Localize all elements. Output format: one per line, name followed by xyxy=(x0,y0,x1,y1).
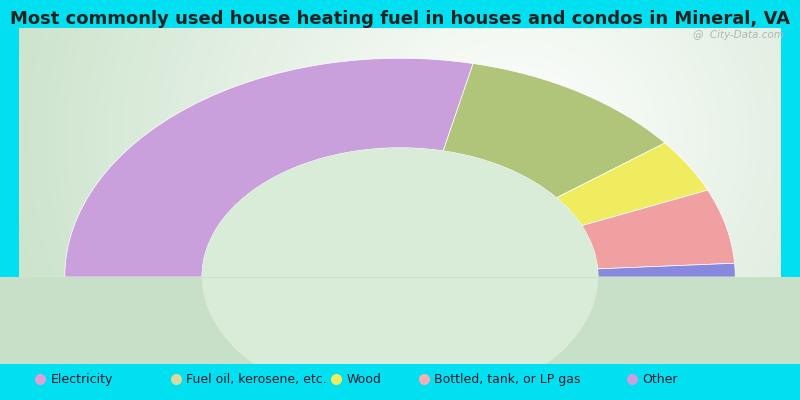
Bar xyxy=(202,277,598,278)
Text: Fuel oil, kerosene, etc.: Fuel oil, kerosene, etc. xyxy=(186,373,327,386)
Bar xyxy=(0,277,800,364)
Text: @  City-Data.com: @ City-Data.com xyxy=(693,30,784,40)
Wedge shape xyxy=(557,143,708,226)
Wedge shape xyxy=(582,190,734,269)
Wedge shape xyxy=(443,64,665,198)
Text: Electricity: Electricity xyxy=(50,373,113,386)
Wedge shape xyxy=(65,58,473,277)
Wedge shape xyxy=(598,263,735,277)
Text: Bottled, tank, or LP gas: Bottled, tank, or LP gas xyxy=(434,373,581,386)
Text: Wood: Wood xyxy=(346,373,382,386)
Text: Other: Other xyxy=(642,373,678,386)
Text: Most commonly used house heating fuel in houses and condos in Mineral, VA: Most commonly used house heating fuel in… xyxy=(10,10,790,28)
Circle shape xyxy=(202,148,598,400)
